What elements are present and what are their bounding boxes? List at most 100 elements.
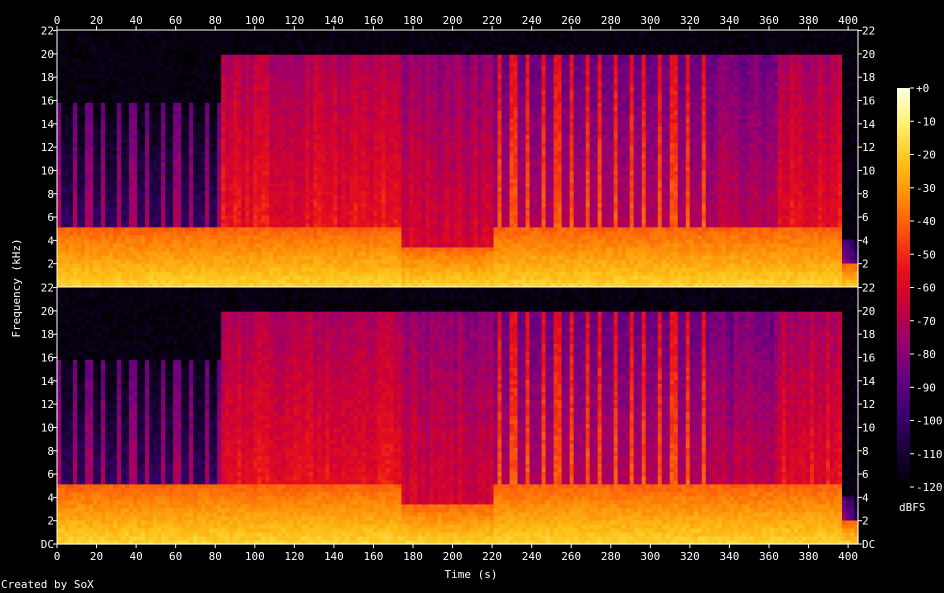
spectrogram-cell — [209, 159, 214, 164]
spectrogram-cell — [121, 114, 126, 119]
spectrogram-cell — [289, 110, 294, 115]
spectrogram-cell — [73, 46, 78, 51]
spectrogram-cell — [305, 126, 310, 131]
spectrogram-cell — [293, 171, 298, 176]
spectrogram-cell — [229, 38, 234, 43]
spectrogram-cell — [193, 130, 198, 135]
spectrogram-cell — [165, 126, 170, 131]
spectrogram-cell — [101, 70, 106, 75]
spectrogram-cell — [93, 195, 98, 200]
spectrogram-cell — [273, 94, 278, 99]
spectrogram-cell — [329, 247, 334, 252]
spectrogram-cell — [129, 175, 134, 180]
spectrogram-cell — [117, 154, 122, 159]
spectrogram-cell — [145, 126, 150, 131]
spectrogram-cell — [265, 42, 270, 47]
spectrogram-cell — [225, 38, 230, 43]
spectrogram-cell — [209, 38, 214, 43]
spectrogram-cell — [181, 54, 186, 59]
spectrogram-cell — [217, 86, 222, 91]
spectrogram-cell — [165, 199, 170, 204]
spectrogram-cell — [249, 34, 254, 39]
spectrogram-cell — [209, 251, 214, 256]
spectrogram-cell — [169, 74, 174, 79]
spectrogram-cell — [317, 82, 322, 87]
spectrogram-cell — [65, 98, 70, 103]
spectrogram-cell — [273, 130, 278, 135]
spectrogram-cell — [93, 215, 98, 220]
spectrogram-cell — [241, 259, 246, 264]
spectrogram-cell — [281, 203, 286, 208]
spectrogram-cell — [325, 122, 330, 127]
spectrogram-cell — [297, 195, 302, 200]
spectrogram-cell — [345, 66, 350, 71]
spectrogram-cell — [289, 195, 294, 200]
spectrogram-cell — [129, 211, 134, 216]
spectrogram-cell — [341, 142, 346, 147]
spectrogram-cell — [281, 38, 286, 43]
spectrogram-cell — [189, 191, 194, 196]
spectrogram-cell — [217, 195, 222, 200]
spectrogram-cell — [145, 255, 150, 260]
spectrogram-cell — [269, 251, 274, 256]
spectrogram-cell — [65, 82, 70, 87]
spectrogram-cell — [141, 94, 146, 99]
spectrogram-cell — [253, 211, 258, 216]
spectrogram-cell — [121, 102, 126, 107]
spectrogram-cell — [297, 183, 302, 188]
spectrogram-cell — [169, 94, 174, 99]
spectrogram-cell — [309, 219, 314, 224]
spectrogram-cell — [145, 130, 150, 135]
spectrogram-cell — [209, 167, 214, 172]
spectrogram-cell — [81, 98, 86, 103]
spectrogram-cell — [209, 223, 214, 228]
spectrogram-cell — [329, 259, 334, 264]
spectrogram-cell — [297, 94, 302, 99]
spectrogram-cell — [313, 54, 318, 59]
spectrogram-cell — [161, 102, 166, 107]
spectrogram-cell — [221, 247, 226, 252]
spectrogram-cell — [349, 215, 354, 220]
spectrogram-cell — [109, 50, 114, 55]
spectrogram-cell — [97, 146, 102, 151]
spectrogram-cell — [113, 191, 118, 196]
spectrogram-cell — [169, 142, 174, 147]
spectrogram-cell — [213, 263, 218, 268]
spectrogram-cell — [145, 46, 150, 51]
spectrogram-cell — [185, 34, 190, 39]
spectrogram-cell — [65, 207, 70, 212]
spectrogram-cell — [173, 239, 178, 244]
spectrogram-cell — [301, 54, 306, 59]
spectrogram-cell — [201, 38, 206, 43]
spectrogram-cell — [269, 58, 274, 63]
spectrogram-cell — [257, 46, 262, 51]
spectrogram-cell — [65, 259, 70, 264]
spectrogram-cell — [213, 34, 218, 39]
spectrogram-cell — [205, 243, 210, 248]
spectrogram-cell — [273, 102, 278, 107]
spectrogram-cell — [185, 219, 190, 224]
spectrogram-cell — [177, 179, 182, 184]
spectrogram-cell — [305, 215, 310, 220]
spectrogram-cell — [273, 167, 278, 172]
spectrogram-cell — [253, 130, 258, 135]
spectrogram-cell — [161, 279, 166, 284]
spectrogram-cell — [241, 30, 246, 35]
spectrogram-cell — [161, 126, 166, 131]
spectrogram-cell — [181, 187, 186, 192]
spectrogram-cell — [73, 207, 78, 212]
spectrogram-cell — [325, 167, 330, 172]
spectrogram-cell — [141, 171, 146, 176]
spectrogram-cell — [317, 247, 322, 252]
spectrogram-cell — [101, 179, 106, 184]
spectrogram-cell — [317, 66, 322, 71]
spectrogram-cell — [113, 179, 118, 184]
spectrogram-cell — [269, 82, 274, 87]
spectrogram-cell — [201, 94, 206, 99]
spectrogram-cell — [145, 259, 150, 264]
spectrogram-cell — [149, 58, 154, 63]
spectrogram-cell — [153, 211, 158, 216]
spectrogram-cell — [189, 90, 194, 95]
spectrogram-cell — [305, 142, 310, 147]
spectrogram-cell — [277, 199, 282, 204]
